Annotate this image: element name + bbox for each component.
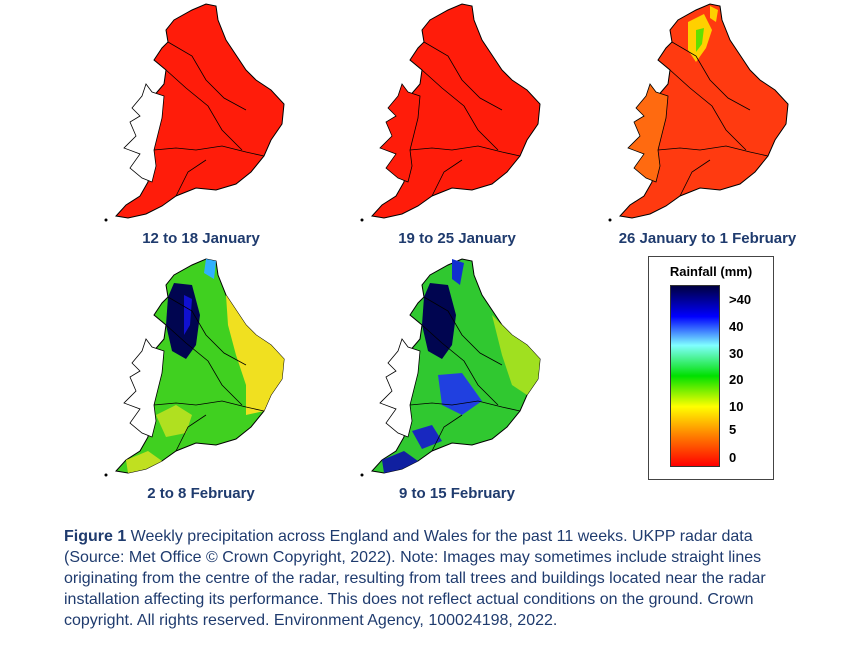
figure-caption: Figure 1 Weekly precipitation across Eng…	[64, 526, 814, 631]
map-panel-2: 19 to 25 January	[352, 0, 562, 247]
map-label: 9 to 15 February	[399, 485, 515, 502]
map-panel-4: 2 to 8 February	[96, 255, 306, 502]
map-panel-1: 12 to 18 January	[96, 0, 306, 247]
england-wales-map	[360, 258, 541, 477]
map-label: 12 to 18 January	[142, 230, 260, 247]
legend-tick: 5	[729, 422, 737, 437]
legend-tick: 30	[729, 346, 744, 361]
legend-tick: 40	[729, 319, 744, 334]
caption-text: Weekly precipitation across England and …	[64, 528, 766, 629]
england-wales-map	[104, 258, 285, 477]
map-label: 26 January to 1 February	[618, 230, 797, 247]
legend-tick: 10	[729, 399, 744, 414]
england-wales-map	[360, 3, 541, 222]
map-label: 19 to 25 January	[398, 230, 516, 247]
legend-color-bar	[670, 285, 720, 467]
map-label: 2 to 8 February	[147, 485, 255, 502]
figure-label: Figure 1	[64, 528, 127, 545]
legend-tick: 0	[729, 450, 737, 465]
legend-tick: 20	[729, 372, 744, 387]
rainfall-legend: Rainfall (mm) >40 40 30 20 10 5 0	[648, 256, 774, 480]
map-panel-3: 26 January to 1 February	[600, 0, 815, 247]
legend-title: Rainfall (mm)	[669, 264, 753, 279]
legend-tick: >40	[729, 292, 752, 307]
map-panel-5: 9 to 15 February	[352, 255, 562, 502]
england-wales-map	[608, 3, 789, 222]
england-wales-map	[104, 3, 285, 222]
